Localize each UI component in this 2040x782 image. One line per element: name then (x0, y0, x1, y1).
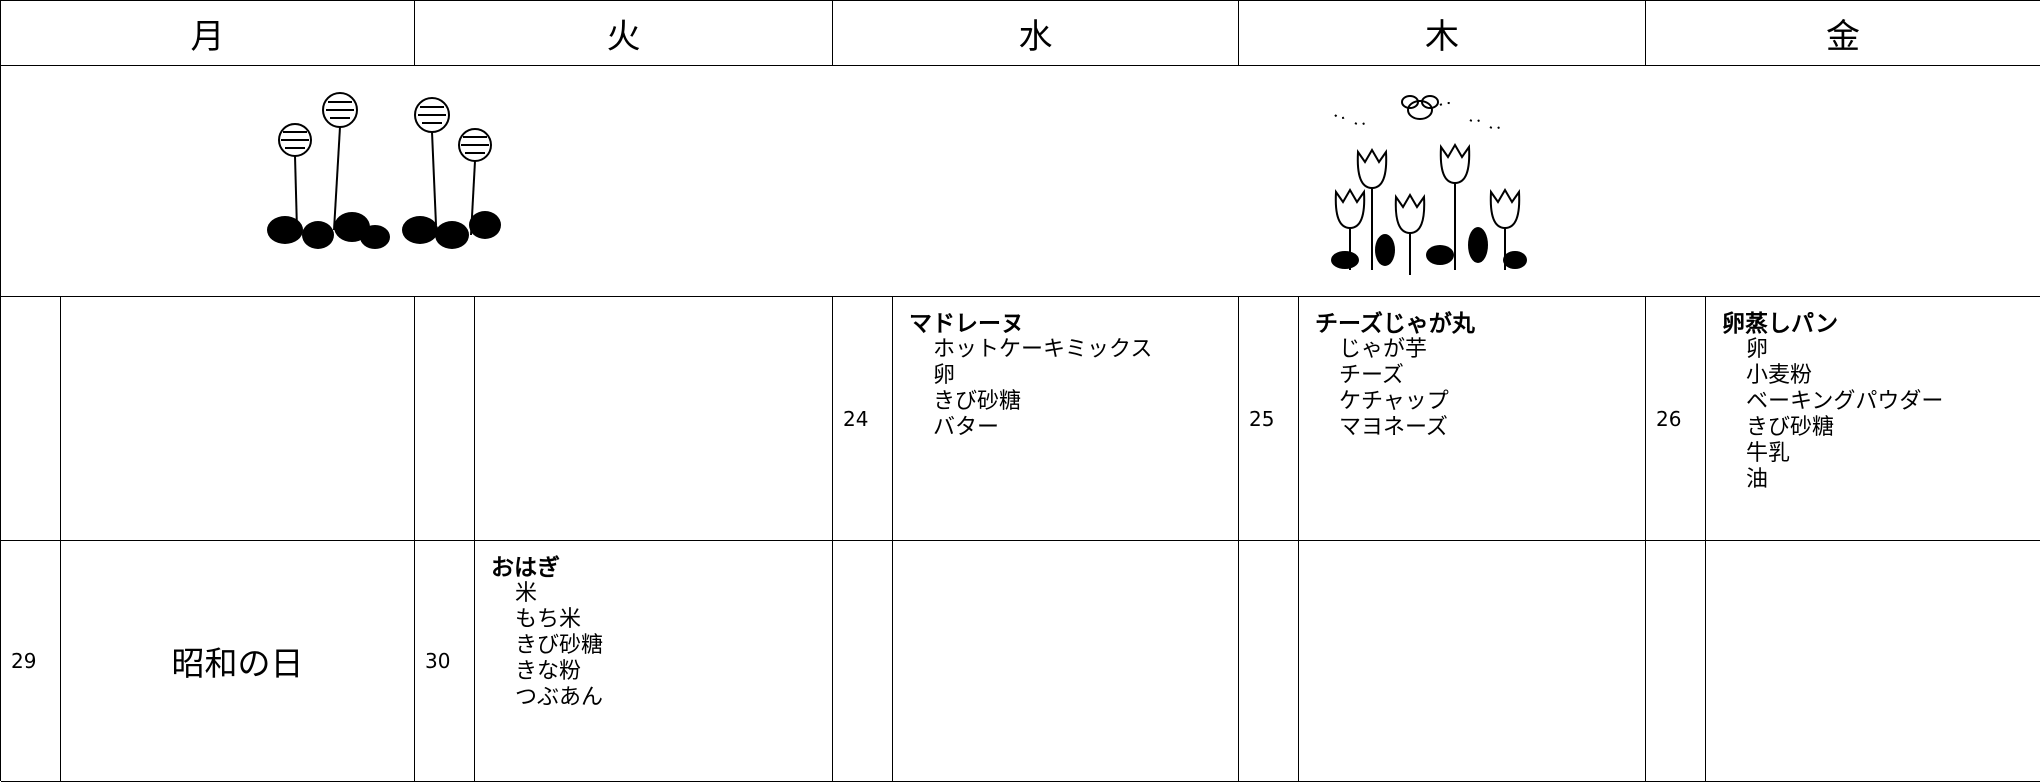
day-number: 29 (1, 541, 61, 782)
menu-title: チーズじゃが丸 (1315, 311, 1475, 337)
ingredient: バター (933, 415, 1000, 440)
ingredient: ホットケーキミックス (933, 337, 1153, 362)
ingredient: ベーキングパウダー (1746, 389, 1944, 414)
menu-title: マドレーヌ (909, 311, 1024, 337)
day-number: 24 (833, 297, 893, 541)
ingredient: ケチャップ (1339, 389, 1449, 414)
day-header: 火 (415, 1, 833, 66)
ingredient: きび砂糖 (515, 633, 604, 658)
day-number (1239, 541, 1299, 782)
clover-illustration (267, 92, 501, 249)
ingredient: 卵 (1746, 337, 1769, 362)
ingredient: きび砂糖 (1746, 415, 1835, 440)
day-header: 水 (833, 1, 1239, 66)
illustration-row (1, 66, 2040, 297)
ingredient: つぶあん (515, 685, 604, 710)
day-cell (1299, 541, 1646, 782)
day-cell: おはぎ米もち米 きび砂糖 きな粉 つぶあん (475, 541, 833, 782)
ingredient: もち米 (515, 607, 582, 632)
day-number (1, 297, 61, 541)
day-header: 金 (1646, 1, 2040, 66)
day-number (833, 541, 893, 782)
day-cell: マドレーヌ ホットケーキミックス卵きび砂糖 バター (893, 297, 1239, 541)
day-number: 26 (1646, 297, 1706, 541)
ingredient: 米 (515, 581, 538, 606)
day-number: 25 (1239, 297, 1299, 541)
illustrations (267, 92, 1527, 275)
menu-title: 卵蒸しパン (1722, 311, 1839, 337)
ingredient: じゃが芋 (1339, 337, 1428, 362)
ingredient: きな粉 (515, 659, 582, 684)
ingredient: 油 (1746, 467, 1769, 492)
day-cell (1706, 541, 2040, 782)
day-cell: 昭和の日 (61, 541, 415, 782)
day-number (415, 297, 475, 541)
ingredient: 牛乳 (1746, 441, 1791, 466)
menu-title: おはぎ (491, 555, 560, 581)
day-cell (893, 541, 1239, 782)
ingredient: 小麦粉 (1746, 363, 1813, 388)
day-cell: チーズじゃが丸 じゃが芋 チーズ ケチャップ マヨネーズ (1299, 297, 1646, 541)
day-header: 月 (1, 1, 415, 66)
day-cell (61, 297, 415, 541)
day-header: 木 (1239, 1, 1646, 66)
ingredient: チーズ (1339, 363, 1404, 388)
ingredient: マヨネーズ (1339, 415, 1448, 440)
day-number: 30 (415, 541, 475, 782)
day-cell: 卵蒸しパン卵小麦粉 ベーキングパウダー きび砂糖 牛乳油 (1706, 297, 2040, 541)
ingredient: きび砂糖 (933, 389, 1022, 414)
ingredient: 卵 (933, 363, 956, 388)
day-number (1646, 541, 1706, 782)
tulip-illustration (1331, 95, 1527, 275)
day-cell (475, 297, 833, 541)
